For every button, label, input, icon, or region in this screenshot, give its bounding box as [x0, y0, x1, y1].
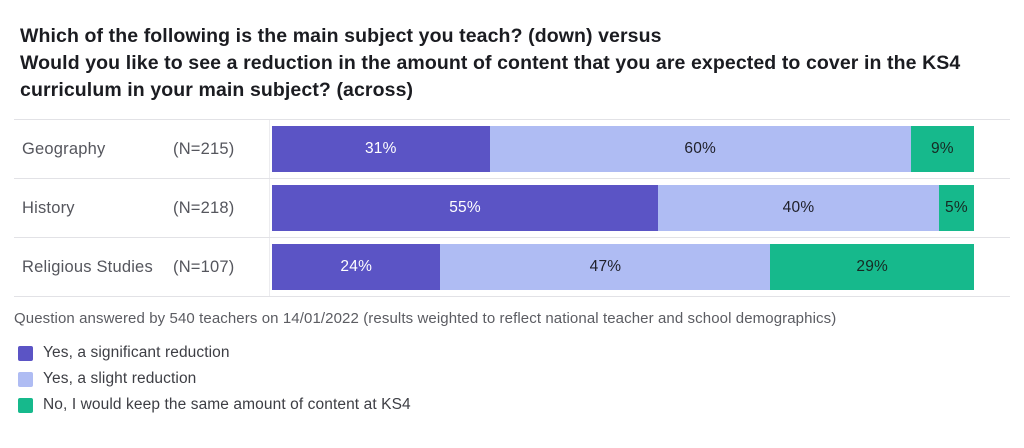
bar-segment: 47%: [440, 244, 771, 290]
chart-title-line-1: Which of the following is the main subje…: [20, 25, 662, 47]
row-subject-label: History: [22, 198, 75, 217]
row-sample-size: (N=215): [173, 139, 235, 158]
bar-segment: 5%: [938, 185, 974, 231]
row-label-area: Religious Studies (N=107): [14, 238, 270, 296]
row-label-area: History (N=218): [14, 179, 270, 237]
bar-segment: 55%: [272, 185, 659, 231]
chart-title: Which of the following is the main subje…: [0, 0, 1010, 104]
chart-row-religious-studies: Religious Studies (N=107) 24% 47% 29%: [14, 237, 1010, 296]
legend-swatch: [18, 371, 33, 387]
legend-item: No, I would keep the same amount of cont…: [18, 395, 1010, 415]
row-sample-size: (N=107): [173, 257, 235, 276]
bar-segment: 29%: [770, 244, 974, 290]
row-bar-track: 24% 47% 29%: [270, 238, 1010, 296]
row-sample-size: (N=218): [173, 198, 235, 217]
bar-segment: 31%: [272, 126, 490, 172]
legend-label: No, I would keep the same amount of cont…: [43, 396, 411, 413]
chart-title-line-2: Would you like to see a reduction in the…: [20, 52, 961, 101]
stacked-bar: 31% 60% 9%: [272, 126, 974, 172]
chart-row-geography: Geography (N=215) 31% 60% 9%: [14, 119, 1010, 178]
stacked-bar-chart: Geography (N=215) 31% 60% 9% History (N=218) 55…: [14, 119, 1010, 297]
bar-segment: 9%: [910, 126, 974, 172]
chart-row-history: History (N=218) 55% 40% 5%: [14, 178, 1010, 237]
chart-legend: Yes, a significant reduction Yes, a sligh…: [18, 343, 1010, 415]
legend-item: Yes, a significant reduction: [18, 343, 1010, 363]
row-subject-label: Religious Studies: [22, 257, 153, 276]
row-subject-label: Geography: [22, 139, 106, 158]
legend-label: Yes, a slight reduction: [43, 370, 197, 387]
row-bar-track: 31% 60% 9%: [270, 120, 1010, 178]
legend-swatch: [18, 345, 33, 361]
row-bar-track: 55% 40% 5%: [270, 179, 1010, 237]
chart-rows: Geography (N=215) 31% 60% 9% History (N=218) 55…: [14, 119, 1010, 296]
stacked-bar: 24% 47% 29%: [272, 244, 974, 290]
bar-segment: 24%: [272, 244, 441, 290]
chart-footnote: Question answered by 540 teachers on 14/…: [14, 310, 837, 327]
bar-segment: 60%: [489, 126, 911, 172]
row-label-area: Geography (N=215): [14, 120, 270, 178]
legend-item: Yes, a slight reduction: [18, 369, 1010, 389]
bar-segment: 40%: [658, 185, 939, 231]
legend-label: Yes, a significant reduction: [43, 344, 230, 361]
legend-swatch: [18, 397, 33, 413]
stacked-bar: 55% 40% 5%: [272, 185, 974, 231]
